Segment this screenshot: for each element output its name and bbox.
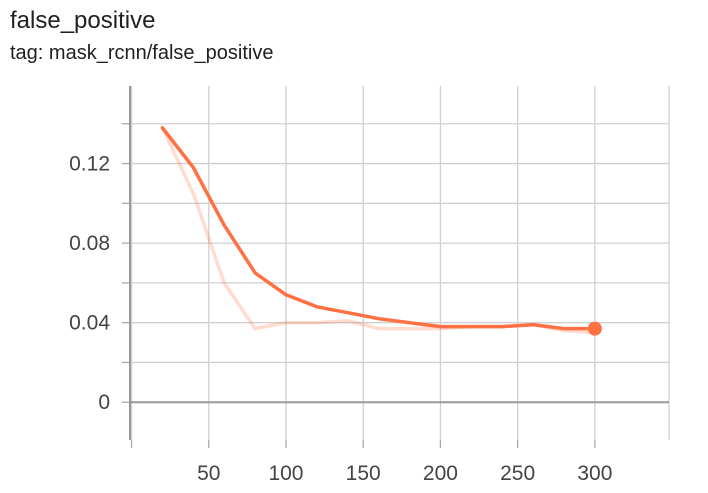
smoothed-series-line (160, 126, 597, 331)
x-tick-label: 50 (197, 462, 220, 485)
series-group (160, 126, 602, 336)
chart-tag: tag: mask_rcnn/false_positive (10, 42, 274, 64)
x-tick-label: 200 (423, 462, 458, 485)
x-tick-label: 100 (268, 462, 303, 485)
axes (122, 86, 669, 448)
tick-labels: 0 0.04 0.08 0.12 50 100 150 200 250 300 (69, 153, 612, 485)
highlight-point (587, 321, 602, 336)
y-tick-label: 0.04 (69, 312, 110, 335)
x-tick-label: 300 (577, 462, 612, 485)
x-tick-label: 150 (346, 462, 381, 485)
y-tick-label: 0.08 (69, 232, 110, 255)
chart-title: false_positive (10, 7, 156, 34)
grid-lines (130, 86, 670, 440)
x-tick-label: 250 (500, 462, 535, 485)
y-tick-label: 0 (98, 391, 110, 414)
y-tick-label: 0.12 (69, 153, 110, 176)
